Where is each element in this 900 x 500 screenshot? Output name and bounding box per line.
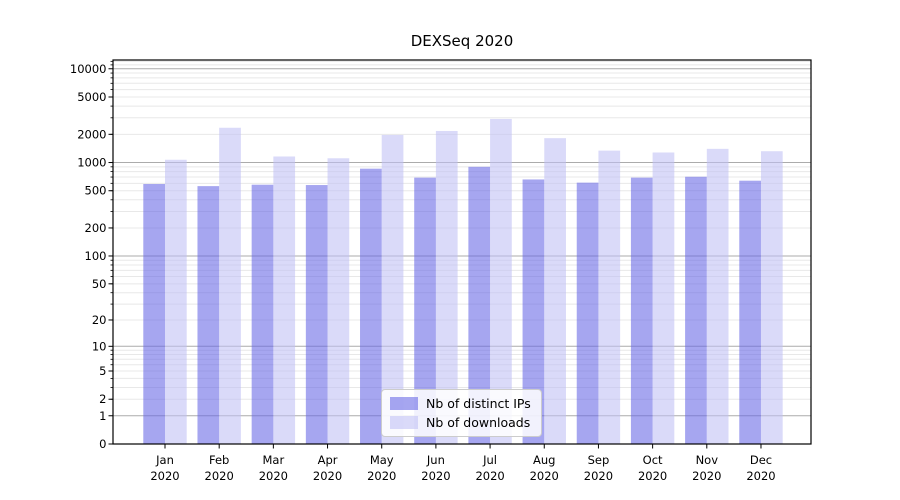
x-tick-label-month: Jan <box>155 453 174 467</box>
bar-downloads-jul <box>490 118 512 445</box>
x-tick-label-month: Mar <box>263 453 285 467</box>
y-tick-label: 2000 <box>77 127 106 141</box>
bar-ips-dec <box>739 180 761 444</box>
bar-ips-nov <box>685 176 707 445</box>
x-tick-label-month: Oct <box>643 453 663 467</box>
x-tick-label-year: 2020 <box>205 469 234 483</box>
x-tick-label-year: 2020 <box>313 469 342 483</box>
x-tick-label-year: 2020 <box>638 469 667 483</box>
bar-ips-jul <box>468 166 491 444</box>
bar-ips-oct <box>630 177 653 444</box>
y-tick-label: 50 <box>92 277 107 291</box>
bar-downloads-nov <box>706 148 729 445</box>
x-tick-label-month: Jun <box>426 453 445 467</box>
x-tick-label-year: 2020 <box>421 469 450 483</box>
y-tick-label: 10 <box>92 339 107 353</box>
bar-downloads-apr <box>327 158 350 444</box>
x-tick-label-month: Aug <box>533 453 555 467</box>
bar-ips-apr <box>305 185 328 444</box>
x-tick-label-year: 2020 <box>530 469 559 483</box>
y-tick-label: 2 <box>99 392 106 406</box>
chart-title: DEXSeq 2020 <box>410 32 514 50</box>
legend-swatch-distinct-ips <box>390 397 418 410</box>
x-tick-label-year: 2020 <box>150 469 179 483</box>
x-tick-label-month: Apr <box>318 453 338 467</box>
bar-downloads-aug <box>544 138 566 444</box>
y-tick-label: 10000 <box>70 62 107 76</box>
legend-row-downloads: Nb of downloads <box>390 413 531 432</box>
bar-downloads-feb <box>219 127 241 445</box>
bar-downloads-mar <box>273 156 296 444</box>
x-tick-label-month: Sep <box>588 453 610 467</box>
legend-swatch-downloads <box>390 416 418 429</box>
legend-row-distinct-ips: Nb of distinct IPs <box>390 394 531 413</box>
x-tick-label-year: 2020 <box>746 469 775 483</box>
bar-ips-may <box>360 168 382 445</box>
x-tick-label-month: Feb <box>209 453 229 467</box>
y-tick-label: 5000 <box>77 90 106 104</box>
x-tick-label-year: 2020 <box>259 469 288 483</box>
y-tick-label: 0 <box>99 437 106 451</box>
bar-ips-aug <box>522 179 545 445</box>
axes-frame <box>112 59 812 445</box>
y-tick-label: 1 <box>99 409 106 423</box>
bar-downloads-may <box>381 134 404 445</box>
x-tick-label-year: 2020 <box>475 469 504 483</box>
bar-downloads-jun <box>435 130 458 445</box>
x-tick-label-month: Dec <box>750 453 772 467</box>
y-tick-label: 5 <box>99 364 106 378</box>
bar-ips-mar <box>251 184 274 444</box>
y-tick-label: 500 <box>85 184 107 198</box>
bar-downloads-jan <box>165 159 187 444</box>
y-tick-label: 100 <box>85 249 107 263</box>
x-tick-label-year: 2020 <box>692 469 721 483</box>
x-tick-label-month: May <box>370 453 394 467</box>
bar-ips-feb <box>197 186 220 444</box>
bar-downloads-sep <box>598 150 621 444</box>
x-tick-label-year: 2020 <box>367 469 396 483</box>
y-tick-label: 1000 <box>77 156 106 170</box>
y-tick-label: 20 <box>92 313 107 327</box>
bar-ips-jan <box>143 184 165 444</box>
legend: Nb of distinct IPs Nb of downloads <box>381 389 542 437</box>
bar-ips-jun <box>414 177 436 444</box>
legend-label-downloads: Nb of downloads <box>426 415 531 430</box>
bar-ips-sep <box>576 182 599 444</box>
bar-downloads-dec <box>760 151 783 444</box>
legend-label-distinct-ips: Nb of distinct IPs <box>426 396 531 411</box>
y-tick-label: 200 <box>85 221 107 235</box>
bar-downloads-oct <box>652 152 675 444</box>
x-tick-label-year: 2020 <box>584 469 613 483</box>
x-tick-label-month: Jul <box>482 453 497 467</box>
x-tick-label-month: Nov <box>696 453 719 467</box>
